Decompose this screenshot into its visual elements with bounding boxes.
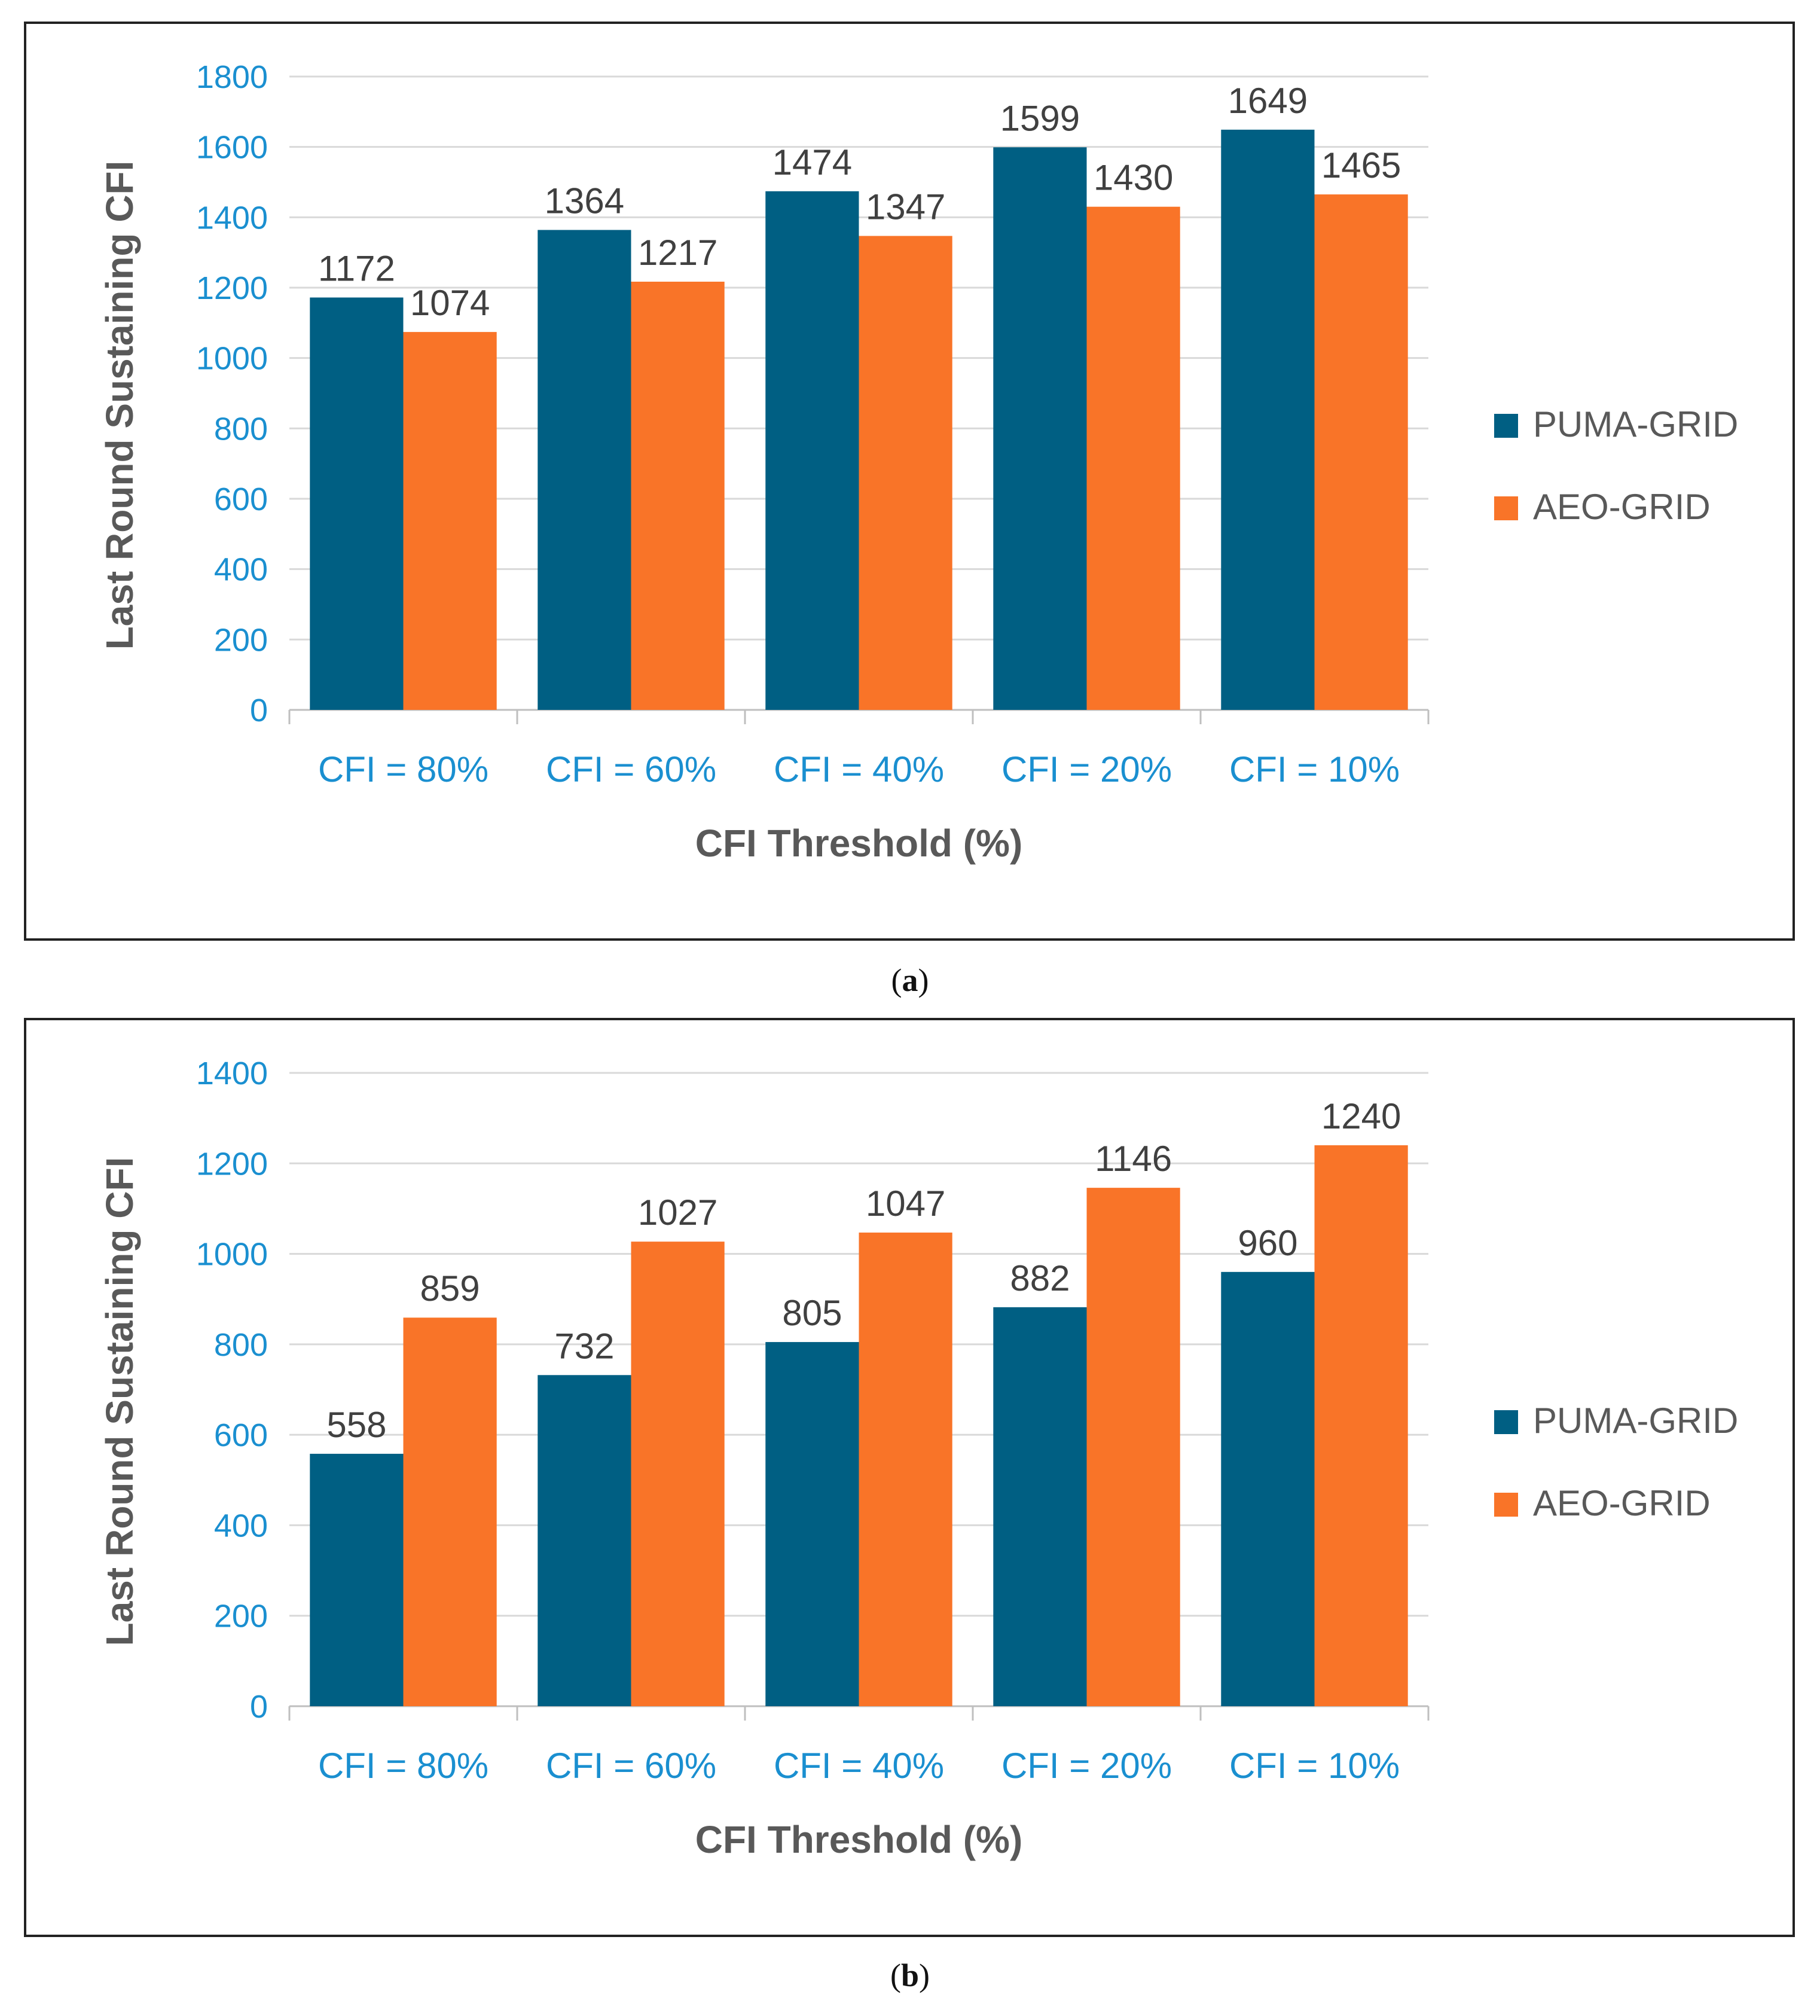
data-label: 1599 [1000, 98, 1080, 138]
legend-label-aeo-grid: AEO-GRID [1533, 1483, 1711, 1523]
data-label: 1146 [1095, 1139, 1172, 1179]
y-tick-label: 1200 [196, 1146, 268, 1182]
x-tick-label: CFI = 60% [546, 749, 716, 789]
bar-puma-grid [310, 1453, 404, 1706]
y-tick-label: 0 [250, 693, 268, 728]
bar-aeo-grid [1314, 1145, 1408, 1706]
data-label: 805 [782, 1293, 842, 1333]
bar-aeo-grid [403, 332, 497, 710]
y-tick-label: 1400 [196, 1056, 268, 1091]
x-axis-title: CFI Threshold (%) [695, 822, 1023, 865]
bar-puma-grid [1221, 129, 1315, 710]
data-label: 1074 [410, 283, 490, 323]
bar-aeo-grid [631, 281, 725, 710]
data-label: 859 [420, 1268, 480, 1309]
data-label: 1217 [638, 233, 717, 273]
data-label: 558 [326, 1405, 386, 1445]
legend-label-aeo-grid: AEO-GRID [1533, 487, 1711, 527]
data-label: 1347 [866, 187, 945, 227]
bar-puma-grid [538, 230, 631, 710]
bar-puma-grid [765, 1342, 859, 1706]
bar-puma-grid [765, 191, 859, 710]
legend-swatch-aeo-grid [1494, 496, 1518, 520]
data-label: 1364 [545, 181, 624, 221]
bar-puma-grid [538, 1375, 631, 1706]
x-tick-label: CFI = 20% [1001, 1746, 1172, 1786]
chart-panel-a: 0 200 400 600 800 1000 1200 1400 1600 1800 CFI = 8… [24, 22, 1795, 941]
y-tick-label: 0 [250, 1689, 268, 1725]
data-label: 1027 [638, 1192, 717, 1233]
y-tick-label: 400 [214, 1508, 268, 1544]
y-tick-label: 1000 [196, 1237, 268, 1273]
data-label: 1649 [1228, 81, 1308, 121]
y-tick-label: 1400 [196, 200, 268, 236]
legend-swatch-puma-grid [1494, 414, 1518, 438]
bar-chart-a: 0 200 400 600 800 1000 1200 1400 1600 1800 CFI = 8… [98, 59, 1738, 865]
bar-aeo-grid [859, 236, 952, 710]
y-tick-label: 200 [214, 622, 268, 658]
caption-letter-b: b [900, 1957, 920, 1993]
bar-aeo-grid [1314, 194, 1408, 710]
chart-panel-b: 0 200 400 600 800 1000 1200 1400 CFI = 80% 558 859… [24, 1018, 1795, 1937]
data-label: 1430 [1094, 158, 1173, 198]
x-tick-label: CFI = 10% [1229, 1746, 1400, 1786]
legend-swatch-puma-grid [1494, 1410, 1518, 1434]
bar-puma-grid [310, 297, 404, 710]
bar-chart-b: 0 200 400 600 800 1000 1200 1400 CFI = 80% 558 859… [98, 1056, 1738, 1861]
bar-puma-grid [993, 1307, 1087, 1706]
x-tick-label: CFI = 10% [1229, 749, 1400, 789]
legend-label-puma-grid: PUMA-GRID [1533, 404, 1738, 444]
y-tick-label: 1000 [196, 341, 268, 377]
legend-label-puma-grid: PUMA-GRID [1533, 1401, 1738, 1441]
x-tick-label: CFI = 40% [774, 749, 944, 789]
figure-caption-a: (a) [891, 962, 929, 998]
bar-puma-grid [1221, 1271, 1315, 1706]
legend-swatch-aeo-grid [1494, 1493, 1518, 1517]
data-label: 1474 [772, 142, 852, 182]
y-tick-label: 800 [214, 1327, 268, 1363]
bar-aeo-grid [1086, 206, 1180, 710]
y-tick-label: 200 [214, 1599, 268, 1634]
y-tick-label: 1200 [196, 270, 268, 306]
x-tick-label: CFI = 80% [318, 749, 488, 789]
data-label: 732 [554, 1326, 614, 1366]
bar-aeo-grid [859, 1233, 952, 1706]
data-label: 960 [1238, 1223, 1297, 1263]
x-axis-title: CFI Threshold (%) [695, 1818, 1023, 1861]
y-tick-label: 600 [214, 1417, 268, 1453]
figure-caption-b: (b) [890, 1957, 930, 1993]
bar-puma-grid [993, 147, 1087, 710]
bar-aeo-grid [631, 1242, 725, 1706]
x-tick-label: CFI = 80% [318, 1746, 488, 1786]
y-axis-title: Last Round Sustaining CFI [98, 1157, 141, 1646]
y-tick-label: 1800 [196, 59, 268, 95]
data-label: 882 [1010, 1258, 1070, 1298]
x-tick-label: CFI = 20% [1001, 749, 1172, 789]
data-label: 1240 [1321, 1096, 1401, 1136]
y-tick-label: 800 [214, 411, 268, 447]
data-label: 1465 [1321, 145, 1401, 185]
data-label: 1047 [866, 1184, 945, 1224]
data-label: 1172 [318, 248, 395, 288]
y-tick-label: 600 [214, 481, 268, 517]
y-tick-label: 400 [214, 552, 268, 588]
y-axis-title: Last Round Sustaining CFI [98, 161, 141, 650]
x-tick-label: CFI = 60% [546, 1746, 716, 1786]
bar-aeo-grid [403, 1317, 497, 1706]
y-tick-label: 1600 [196, 130, 268, 166]
x-tick-label: CFI = 40% [774, 1746, 944, 1786]
caption-letter-a: a [902, 962, 918, 998]
bar-aeo-grid [1086, 1188, 1180, 1706]
